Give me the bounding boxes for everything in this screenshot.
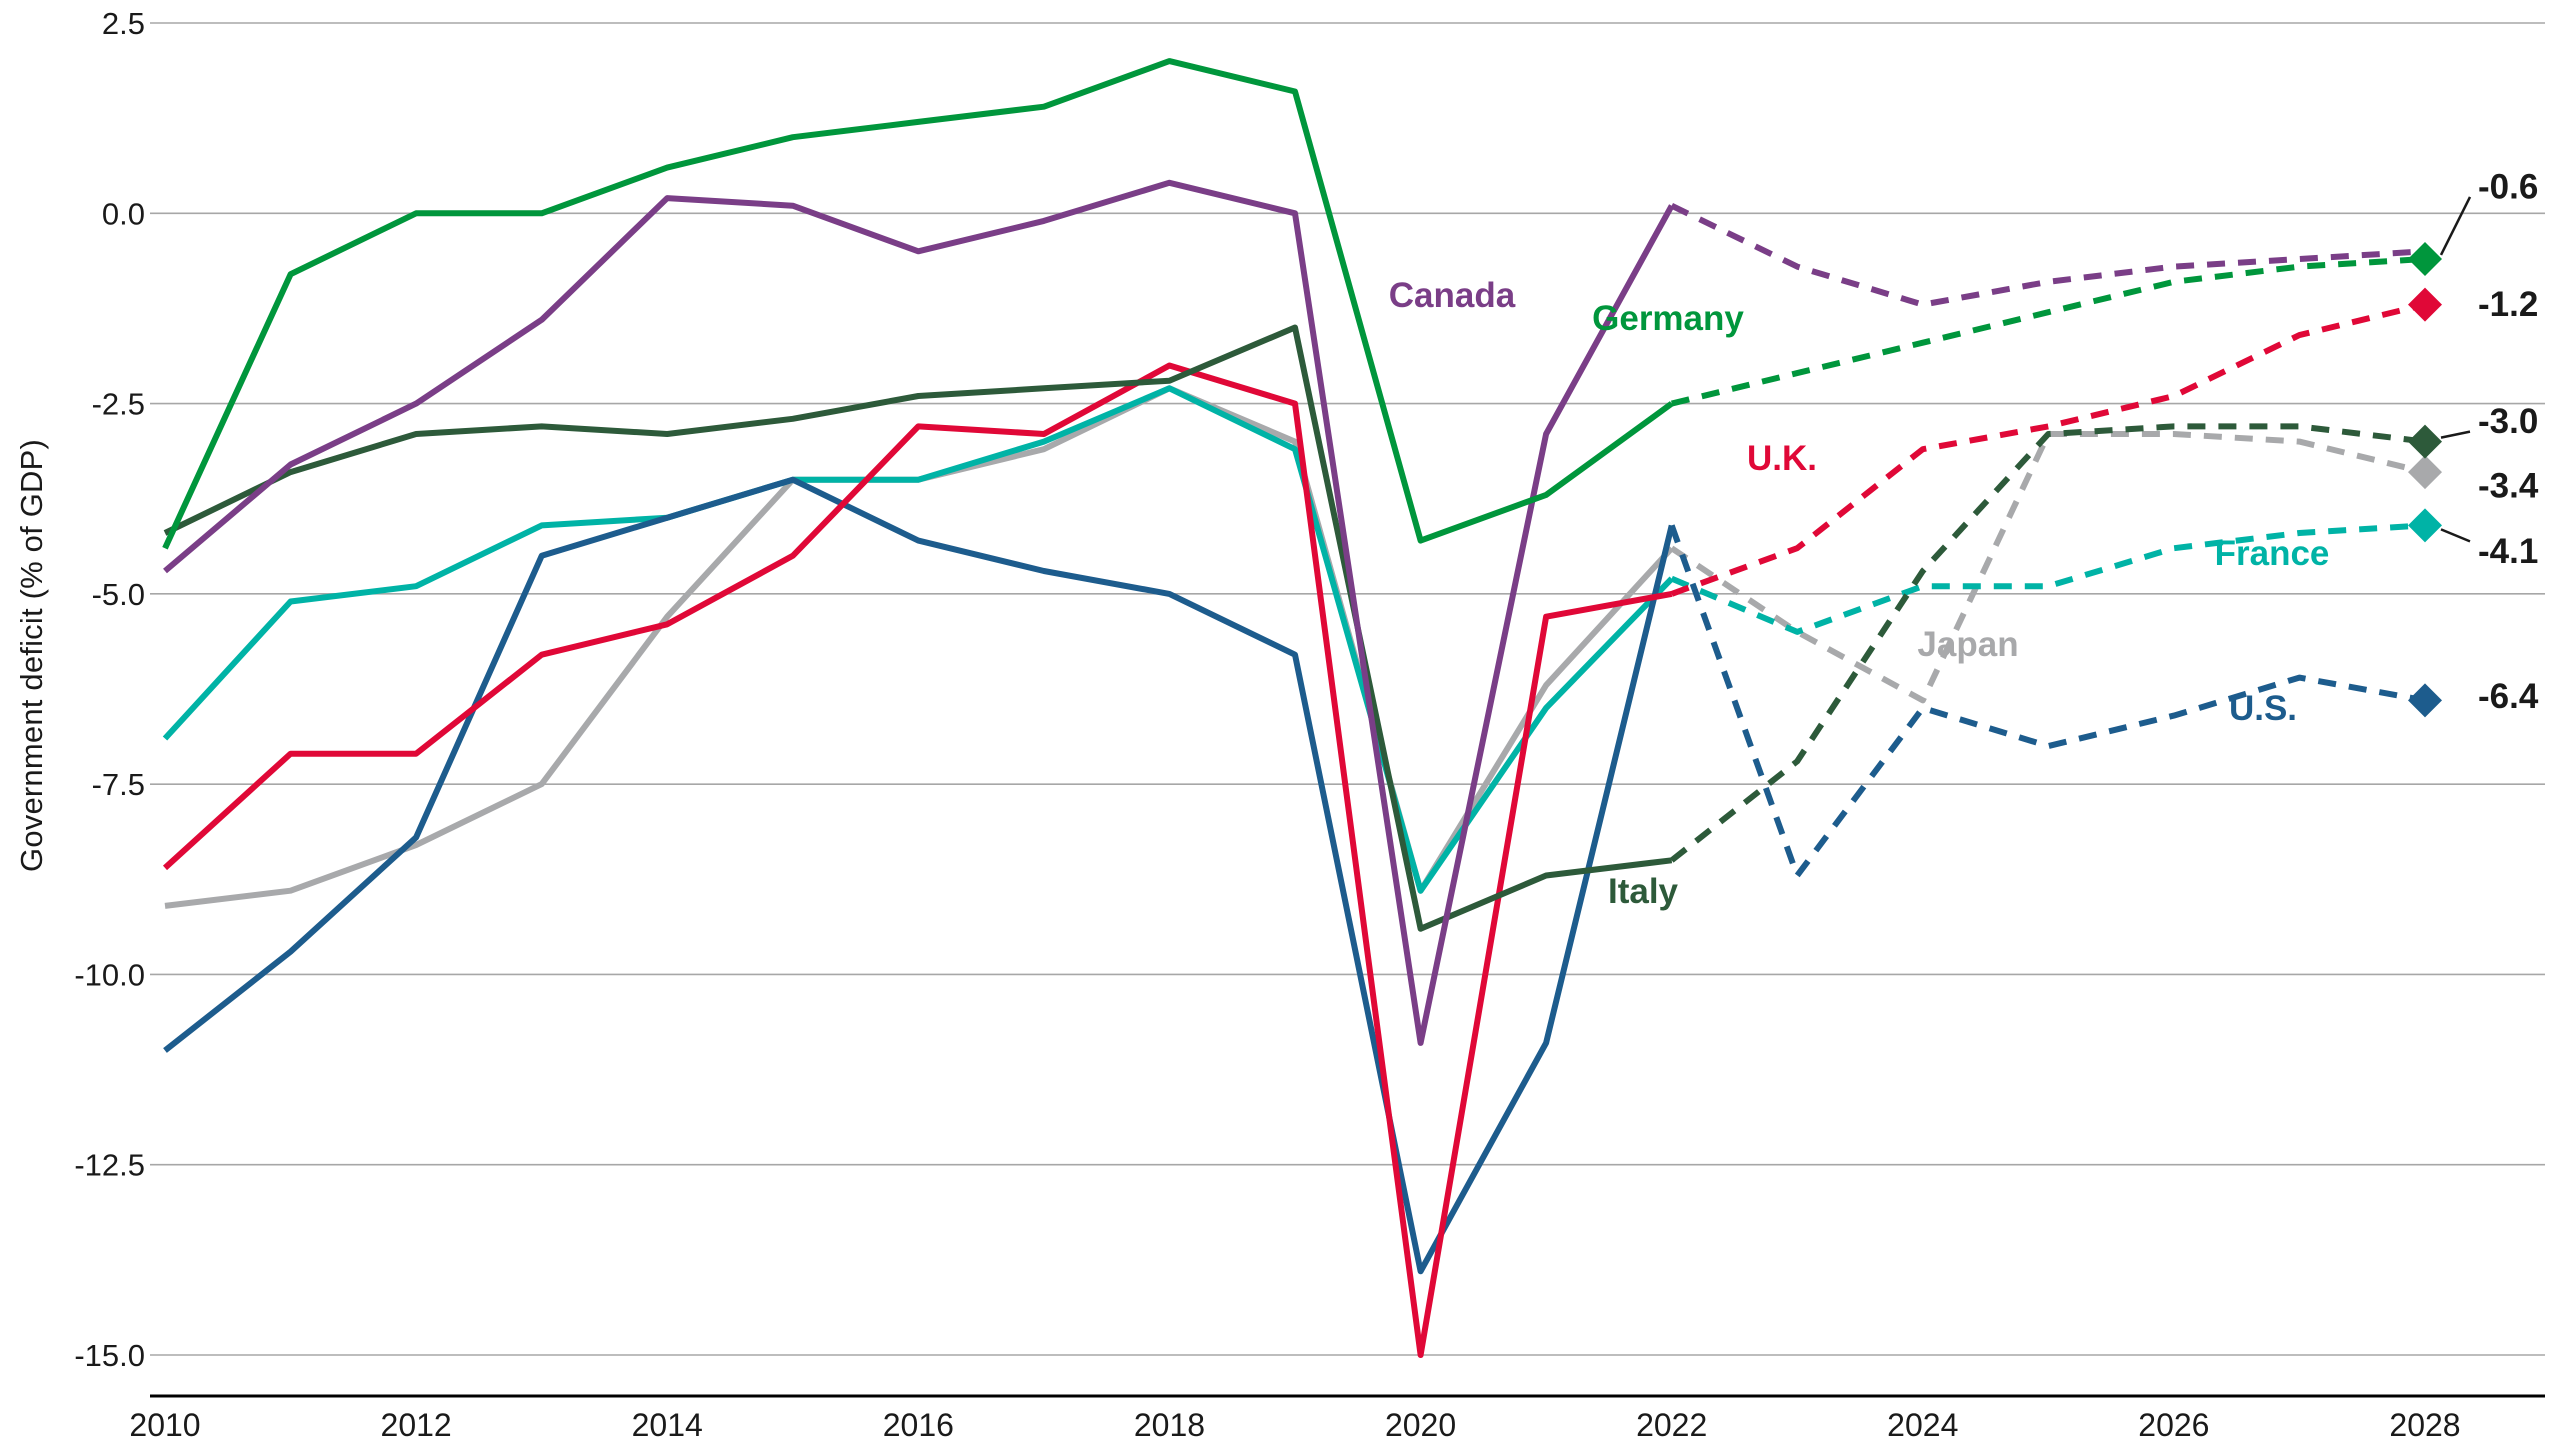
end-label-connector-france [2440,528,2471,543]
end-label-japan: -3.4 [2478,467,2539,506]
end-marker-us [2408,683,2442,718]
series-line-uk [162,362,1673,1358]
end-marker-uk [2408,287,2442,322]
series-line-us [163,476,1675,1275]
series-line-germany [162,58,1674,550]
x-tick-label-2018: 2018 [1134,1407,1205,1440]
x-tick-label-2012: 2012 [381,1407,452,1440]
y-tick-label--10.0: -10.0 [74,957,145,992]
y-tick-label--12.5: -12.5 [74,1148,145,1183]
end-marker-italy [2408,424,2442,459]
end-label-us: -6.4 [2478,677,2539,716]
series-label-italy: Italy [1608,872,1679,911]
y-tick-label--7.5: -7.5 [92,767,145,802]
series-forecast-line-japan [1670,431,2426,704]
series-line-japan [164,385,1674,909]
series-label-japan: Japan [1917,625,2018,664]
x-tick-label-2028: 2028 [2389,1407,2460,1440]
y-tick-label--2.5: -2.5 [92,387,145,422]
end-marker-germany [2408,241,2442,276]
series-forecast-line-uk [1670,301,2426,597]
y-tick-label-2.5: 2.5 [102,6,145,41]
x-tick-label-2026: 2026 [2138,1407,2209,1440]
y-tick-label--5.0: -5.0 [92,577,145,612]
series-label-uk: U.K. [1747,439,1817,478]
series-label-canada: Canada [1389,276,1516,315]
x-tick-label-2014: 2014 [632,1407,703,1440]
series-line-france [162,385,1674,894]
series-label-germany: Germany [1592,299,1744,338]
x-tick-label-2020: 2020 [1385,1407,1456,1440]
x-tick-label-2010: 2010 [129,1407,200,1440]
end-label-connector-italy [2440,430,2471,439]
series-forecast-line-canada [1670,203,2426,308]
end-marker-france [2408,508,2442,543]
series-forecast-line-us [1668,524,2426,879]
end-label-uk: -1.2 [2478,285,2538,324]
series-forecast-line-italy [1669,423,2426,863]
y-tick-label--15.0: -15.0 [74,1338,145,1373]
end-marker-japan [2408,455,2442,490]
end-label-germany: -0.6 [2478,167,2538,206]
x-tick-label-2024: 2024 [1887,1407,1958,1440]
series-label-france: France [2215,534,2330,573]
end-label-italy: -3.0 [2478,402,2538,441]
y-tick-label-0.0: 0.0 [102,196,145,231]
end-label-france: -4.1 [2478,532,2538,571]
series-forecast-line-germany [1670,256,2426,407]
x-tick-label-2016: 2016 [883,1407,954,1440]
end-label-connector-germany [2439,196,2472,256]
series-line-italy [163,324,1673,932]
series-label-us: U.S. [2229,689,2297,728]
series-line-canada [163,179,1675,1046]
series-forecast-line-france [1670,522,2426,635]
x-tick-label-2022: 2022 [1636,1407,1707,1440]
